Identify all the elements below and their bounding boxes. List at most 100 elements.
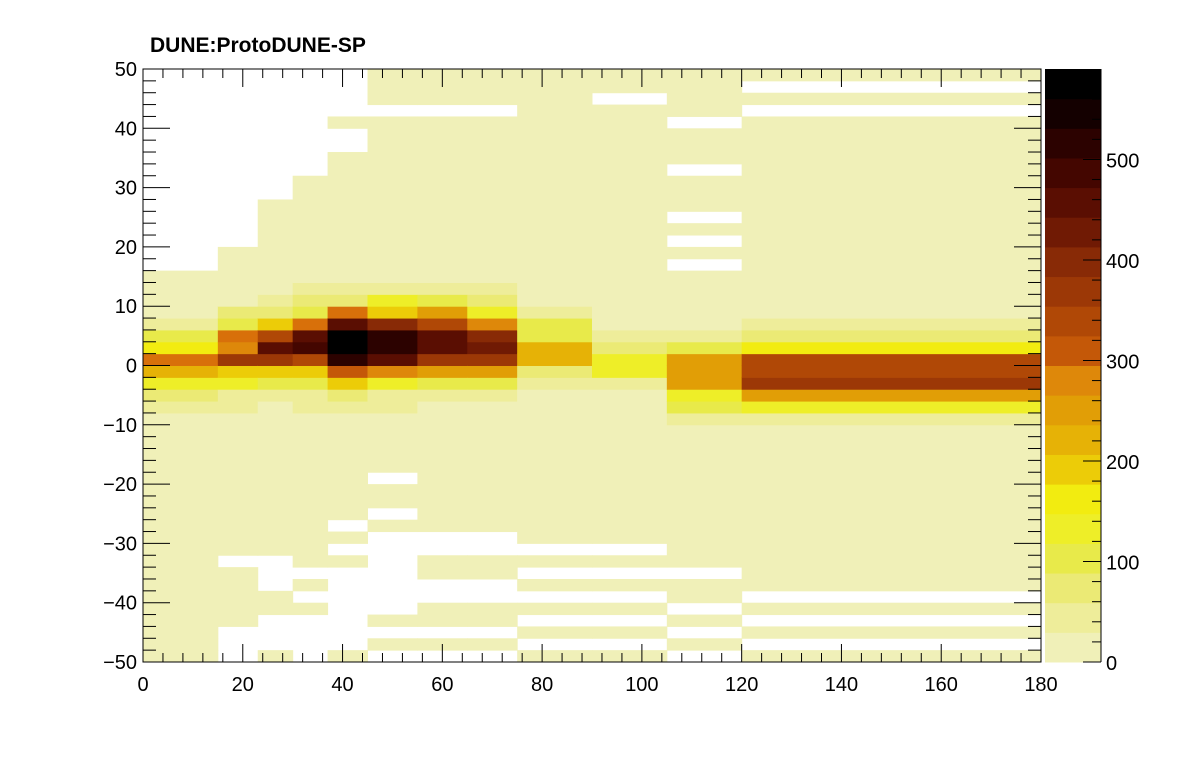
colorbar-tick-label: 200 bbox=[1106, 452, 1139, 474]
heatmap-cell bbox=[327, 401, 368, 414]
heatmap-cell bbox=[292, 401, 329, 414]
heatmap-cell bbox=[741, 377, 1042, 390]
y-tick-label: 10 bbox=[115, 296, 137, 318]
heatmap-cell bbox=[592, 353, 668, 366]
heatmap-cell bbox=[741, 412, 1042, 426]
colorbar-swatch bbox=[1045, 543, 1101, 574]
heatmap-cell bbox=[666, 412, 743, 426]
heatmap-cell bbox=[666, 270, 743, 331]
x-tick-label: 120 bbox=[725, 674, 758, 696]
x-tick-label: 60 bbox=[431, 674, 453, 696]
heatmap-cell bbox=[517, 318, 593, 331]
heatmap-cell bbox=[741, 92, 1042, 106]
colorbar-tick-label: 500 bbox=[1106, 150, 1139, 172]
heatmap-cell bbox=[327, 329, 368, 343]
heatmap-cell bbox=[517, 401, 593, 414]
heatmap-cell bbox=[257, 341, 294, 355]
heatmap-cell bbox=[592, 329, 668, 343]
heatmap-cell bbox=[327, 531, 368, 544]
heatmap-cell bbox=[417, 318, 468, 331]
heatmap-cell bbox=[417, 294, 468, 307]
heatmap-cell bbox=[327, 389, 368, 402]
colorbar-swatch bbox=[1045, 276, 1101, 307]
heatmap-cell bbox=[666, 223, 743, 236]
heatmap-cell bbox=[292, 412, 329, 426]
heatmap-cell bbox=[741, 353, 1042, 366]
heatmap-cell bbox=[467, 412, 518, 426]
heatmap-cell bbox=[292, 353, 329, 366]
colorbar-swatch bbox=[1045, 306, 1101, 337]
heatmap-cell bbox=[467, 638, 518, 651]
heatmap-cell bbox=[467, 318, 518, 331]
heatmap-cell bbox=[741, 318, 1042, 331]
y-tick-label: 0 bbox=[126, 356, 137, 378]
heatmap-cell bbox=[592, 650, 668, 663]
heatmap-cell bbox=[292, 282, 329, 295]
heatmap-cell bbox=[467, 424, 518, 533]
heatmap-cell bbox=[327, 294, 368, 307]
heatmap-cell bbox=[217, 412, 259, 426]
heatmap-cell bbox=[327, 306, 368, 319]
heatmap-cell bbox=[327, 424, 368, 521]
heatmap-cell bbox=[666, 246, 743, 260]
heatmap-cell bbox=[143, 282, 219, 319]
heatmap-cell bbox=[367, 306, 418, 319]
heatmap-cell bbox=[417, 555, 468, 580]
heatmap-cell bbox=[257, 401, 294, 414]
heatmap-cell bbox=[143, 365, 219, 378]
heatmap-cell bbox=[257, 650, 294, 663]
heatmap-cell bbox=[257, 412, 294, 426]
y-tick-label: 40 bbox=[115, 118, 137, 140]
heatmap-cell bbox=[467, 282, 518, 295]
heatmap-cell bbox=[327, 353, 368, 366]
heatmap-cell bbox=[666, 424, 743, 438]
heatmap-cell bbox=[666, 389, 743, 402]
heatmap-cell bbox=[367, 116, 418, 283]
heatmap-cell bbox=[257, 294, 294, 307]
heatmap-cell bbox=[143, 424, 219, 627]
heatmap-cell bbox=[741, 602, 1042, 616]
heatmap-cell bbox=[143, 377, 219, 390]
heatmap-cell bbox=[257, 306, 294, 319]
x-tick-label: 180 bbox=[1024, 674, 1057, 696]
colorbar-swatch bbox=[1045, 573, 1101, 604]
heatmap-cell bbox=[741, 424, 1042, 592]
colorbar-swatch bbox=[1045, 246, 1101, 278]
y-tick-label: −10 bbox=[103, 415, 137, 437]
heatmap-cell bbox=[217, 377, 259, 390]
colorbar-swatch bbox=[1045, 365, 1101, 396]
colorbar-swatch bbox=[1045, 484, 1101, 515]
heatmap-cell bbox=[517, 341, 593, 355]
heatmap-cell bbox=[467, 329, 518, 343]
colorbar-swatch bbox=[1045, 335, 1101, 366]
heatmap-cell bbox=[367, 519, 418, 533]
heatmap-cell bbox=[367, 318, 418, 331]
heatmap-cell bbox=[592, 69, 668, 94]
colorbar-swatch bbox=[1045, 98, 1101, 129]
heatmap-cell bbox=[143, 650, 219, 663]
heatmap-cell bbox=[367, 329, 418, 343]
heatmap-cell bbox=[292, 318, 329, 331]
heatmap-cell bbox=[292, 365, 329, 378]
heatmap-cell bbox=[257, 389, 294, 402]
heatmap-cell bbox=[517, 650, 593, 663]
y-tick-label: −30 bbox=[103, 533, 137, 555]
heatmap-cell bbox=[517, 365, 593, 378]
heatmap-cell bbox=[217, 590, 259, 627]
heatmap-cell bbox=[666, 353, 743, 366]
heatmap-cell bbox=[367, 377, 418, 390]
heatmap-cell bbox=[417, 329, 468, 343]
heatmap-cell bbox=[257, 424, 294, 556]
heatmap-cell bbox=[666, 436, 743, 568]
colorbar-swatch bbox=[1045, 217, 1101, 248]
heatmap-cell bbox=[467, 116, 518, 283]
heatmap-cell bbox=[143, 626, 219, 639]
y-tick-label: 30 bbox=[115, 178, 137, 200]
heatmap-cell bbox=[367, 412, 418, 426]
heatmap-cell bbox=[592, 377, 668, 390]
heatmap-cell bbox=[367, 294, 418, 307]
heatmap-cell bbox=[367, 484, 418, 509]
heatmap-cell bbox=[257, 318, 294, 331]
y-tick-label: −50 bbox=[103, 652, 137, 674]
heatmap-cell bbox=[467, 341, 518, 355]
